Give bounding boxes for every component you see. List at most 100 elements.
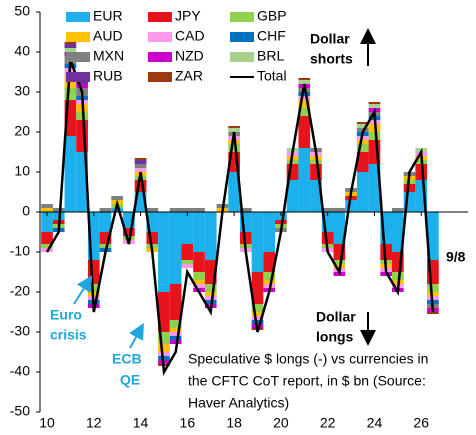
legend-label: CAD — [175, 28, 205, 44]
bar-segment — [251, 312, 264, 316]
bar-segment — [158, 292, 170, 332]
bar-segment — [356, 122, 369, 124]
bar-segment — [193, 212, 205, 252]
bar-segment — [321, 232, 334, 244]
annotation: Euro — [50, 307, 82, 323]
bar-segment — [298, 148, 311, 212]
bar-segment — [368, 140, 381, 164]
bar-segment — [181, 212, 194, 244]
bar-segment — [146, 212, 159, 232]
bar-segment — [251, 212, 264, 272]
x-tick-label: 22 — [320, 415, 336, 431]
y-tick-label: 30 — [14, 83, 30, 99]
bar-segment — [123, 228, 135, 236]
bar-segment — [169, 284, 182, 320]
bar-segment — [41, 208, 53, 212]
bar-segment — [204, 292, 217, 296]
bar-segment — [169, 336, 182, 340]
legend-swatch — [66, 12, 90, 22]
annotation: shorts — [310, 51, 353, 67]
x-tick-label: 16 — [180, 415, 196, 431]
bar-segment — [99, 212, 112, 232]
total-line — [45, 59, 435, 376]
y-tick-label: -50 — [10, 403, 30, 419]
bar-segment — [368, 164, 381, 212]
y-tick-label: 10 — [14, 163, 30, 179]
annotation: Dollar — [310, 31, 350, 47]
bar-segment — [134, 180, 147, 192]
source-note: Speculative $ longs (-) vs currencies in — [188, 351, 428, 367]
bar-segment — [169, 320, 182, 328]
legend-label: MXN — [93, 48, 124, 64]
bar-segment — [356, 124, 369, 128]
bar-segment — [41, 244, 53, 248]
bar-segment — [228, 128, 240, 132]
bar-segment — [380, 244, 392, 260]
bar-segment — [275, 220, 287, 224]
bar-segment — [427, 292, 439, 296]
bar-segment — [134, 164, 147, 168]
bar-segment — [391, 208, 404, 212]
bar-segment — [391, 252, 404, 272]
legend-label: AUD — [93, 28, 123, 44]
legend-label: BRL — [257, 48, 284, 64]
legend-swatch — [230, 12, 254, 22]
bar-segment — [134, 192, 147, 212]
bar-segment — [263, 212, 276, 252]
bar-segment — [204, 212, 217, 260]
bar-segment — [52, 208, 65, 212]
bar-segment — [146, 208, 159, 212]
bar-segment — [158, 356, 170, 360]
bar-segment — [356, 144, 369, 152]
bar-segment — [368, 102, 381, 104]
bar-segment — [158, 332, 170, 344]
bar-segment — [239, 232, 252, 244]
bar-segment — [403, 184, 416, 192]
bar-segment — [391, 272, 404, 280]
bar-segment — [158, 352, 170, 356]
bar-segment — [239, 208, 252, 212]
bar-segment — [228, 152, 240, 172]
bar-segment — [193, 272, 205, 280]
bar-segment — [356, 152, 369, 172]
legend-swatch — [66, 32, 90, 42]
legend-swatch — [230, 32, 254, 42]
bar-segment — [356, 140, 369, 144]
y-tick-label: 40 — [14, 43, 30, 59]
bar-segment — [64, 44, 77, 48]
bar-segment — [427, 212, 439, 260]
bar-segment — [134, 158, 147, 160]
annotation: 9/8 — [446, 249, 466, 265]
bar-segment — [298, 78, 311, 80]
bar-segment — [263, 272, 276, 280]
bar-segment — [99, 232, 112, 244]
y-tick-label: -20 — [10, 283, 30, 299]
bar-segment — [134, 168, 147, 172]
bar-segment — [76, 152, 88, 212]
bar-segment — [76, 120, 88, 152]
x-tick-label: 18 — [226, 415, 242, 431]
y-tick-label: 50 — [14, 3, 30, 19]
bar-segment — [146, 232, 159, 244]
y-tick-label: 0 — [22, 203, 30, 219]
bar-segment — [181, 244, 194, 260]
y-tick-label: -10 — [10, 243, 30, 259]
bar-segment — [41, 212, 53, 232]
bar-segment — [368, 104, 381, 108]
annotation: longs — [316, 329, 354, 345]
bar-segment — [298, 108, 311, 116]
bar-segment — [158, 344, 170, 352]
x-tick-label: 26 — [413, 415, 429, 431]
bar-segment — [391, 212, 404, 252]
bar-segment — [181, 208, 194, 212]
bar-segment — [64, 136, 77, 212]
bar-segment — [169, 208, 182, 212]
bar-segment — [193, 280, 205, 284]
bar-segment — [415, 180, 428, 212]
bar-segment — [286, 180, 299, 212]
bar-segment — [169, 212, 182, 284]
bar-segment — [41, 232, 53, 244]
bar-segment — [76, 112, 88, 120]
bar-segment — [204, 284, 217, 292]
bar-segment — [298, 92, 311, 96]
